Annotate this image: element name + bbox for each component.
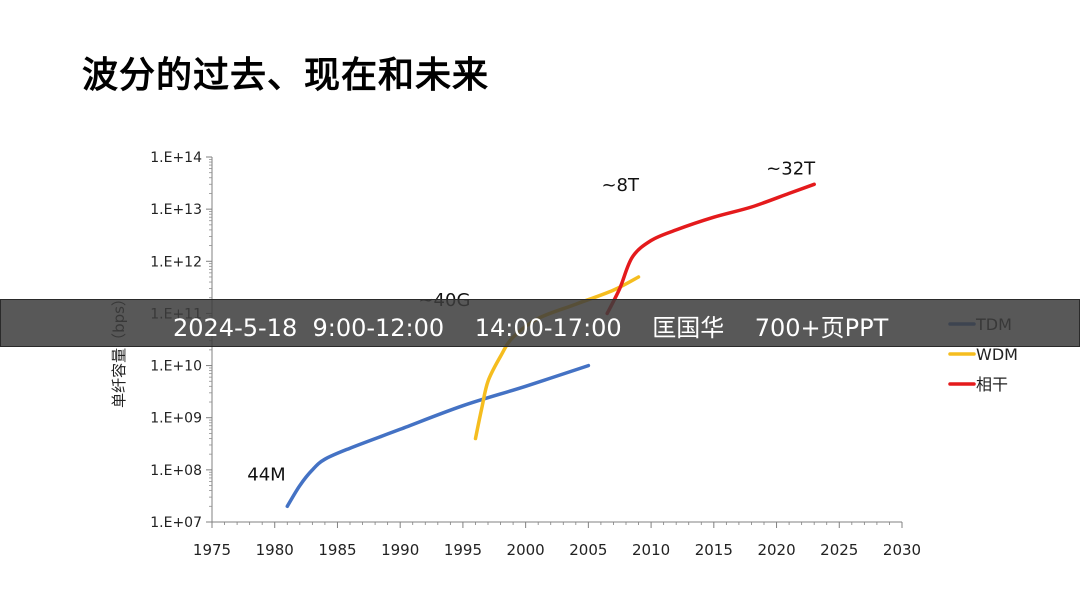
x-tick-label: 1980 — [256, 541, 294, 559]
x-tick-label: 2030 — [883, 541, 921, 559]
series-line-相干 — [605, 182, 816, 316]
y-tick-label: 1.E+09 — [150, 411, 202, 427]
banner-text: 2024-5-18 9:00-12:00 14:00-17:00 匡国华 700… — [173, 314, 889, 342]
annotation-label: ~32T — [766, 158, 816, 179]
y-tick-label: 1.E+07 — [150, 515, 202, 531]
chart-annotations: 44M~40G~8T~32T — [247, 158, 816, 485]
x-tick-label: 1985 — [318, 541, 356, 559]
x-tick-label: 2005 — [569, 541, 607, 559]
y-tick-label: 1.E+10 — [150, 359, 202, 375]
y-tick-label: 1.E+12 — [150, 254, 202, 270]
legend-label: 相干 — [976, 375, 1008, 394]
x-tick-label: 1975 — [193, 541, 231, 559]
x-tick-label: 2015 — [695, 541, 733, 559]
series-line-TDM — [285, 363, 591, 509]
event-banner: 2024-5-18 9:00-12:00 14:00-17:00 匡国华 700… — [0, 299, 1080, 347]
x-tick-label: 1990 — [381, 541, 419, 559]
x-tick-label: 1995 — [444, 541, 482, 559]
y-tick-label: 1.E+08 — [150, 463, 202, 479]
annotation-label: 44M — [247, 464, 285, 485]
legend-label: WDM — [976, 345, 1018, 364]
y-tick-label: 1.E+14 — [150, 150, 202, 166]
slide-title: 波分的过去、现在和未来 — [82, 55, 490, 96]
x-tick-label: 2025 — [820, 541, 858, 559]
x-tick-label: 2020 — [757, 541, 795, 559]
y-tick-label: 1.E+13 — [150, 202, 202, 218]
x-tick-label: 2000 — [507, 541, 545, 559]
chart-axes: 1.E+071.E+081.E+091.E+101.E+111.E+121.E+… — [110, 150, 921, 559]
x-tick-label: 2010 — [632, 541, 670, 559]
annotation-label: ~8T — [601, 175, 640, 196]
